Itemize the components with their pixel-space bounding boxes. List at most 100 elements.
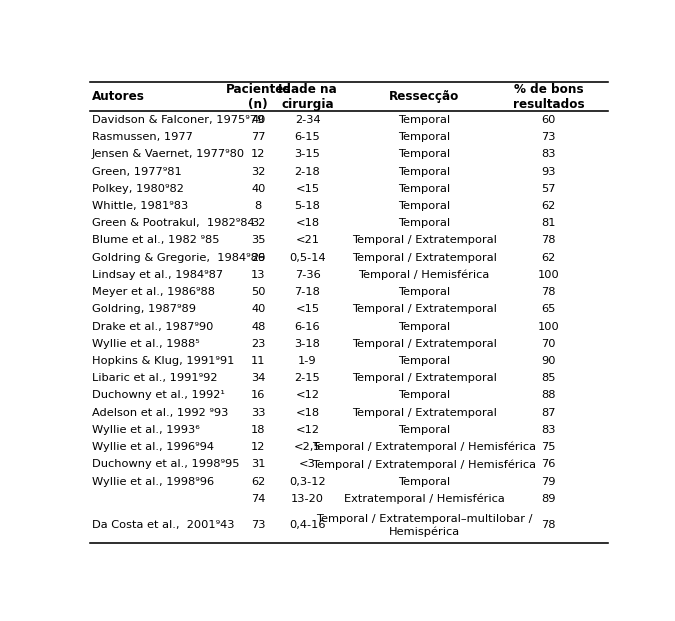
Text: 100: 100	[537, 270, 559, 280]
Text: Temporal: Temporal	[398, 132, 450, 142]
Text: Temporal: Temporal	[398, 201, 450, 211]
Text: 88: 88	[541, 391, 555, 401]
Text: Lindsay et al., 1984⁹87: Lindsay et al., 1984⁹87	[92, 270, 223, 280]
Text: 2-34: 2-34	[294, 115, 320, 125]
Text: 73: 73	[541, 132, 555, 142]
Text: 40: 40	[250, 115, 265, 125]
Text: Extratemporal / Hemisférica: Extratemporal / Hemisférica	[344, 494, 504, 504]
Text: 6-16: 6-16	[294, 322, 320, 332]
Text: 32: 32	[250, 166, 265, 176]
Text: Rasmussen, 1977: Rasmussen, 1977	[92, 132, 192, 142]
Text: 60: 60	[541, 115, 555, 125]
Text: 62: 62	[541, 201, 555, 211]
Text: Temporal: Temporal	[398, 218, 450, 229]
Text: Temporal / Extratemporal / Hemisférica: Temporal / Extratemporal / Hemisférica	[312, 459, 535, 469]
Text: Adelson et al., 1992 ⁹93: Adelson et al., 1992 ⁹93	[92, 407, 228, 417]
Text: 81: 81	[541, 218, 555, 229]
Text: Temporal / Extratemporal: Temporal / Extratemporal	[351, 235, 496, 245]
Text: 33: 33	[250, 407, 265, 417]
Text: Temporal / Extratemporal: Temporal / Extratemporal	[351, 253, 496, 263]
Text: Goldring, 1987⁹89: Goldring, 1987⁹89	[92, 304, 196, 314]
Text: 93: 93	[541, 166, 555, 176]
Text: 74: 74	[250, 494, 265, 504]
Text: Temporal / Extratemporal: Temporal / Extratemporal	[351, 373, 496, 383]
Text: Temporal / Extratemporal–multilobar /
Hemispérica: Temporal / Extratemporal–multilobar / He…	[315, 514, 532, 537]
Text: 31: 31	[250, 460, 265, 469]
Text: 0,4-16: 0,4-16	[289, 520, 325, 530]
Text: % de bons
resultados: % de bons resultados	[512, 83, 584, 111]
Text: Pacientes
(n): Pacientes (n)	[225, 83, 291, 111]
Text: Wyllie et al., 1988⁵: Wyllie et al., 1988⁵	[92, 338, 199, 349]
Text: Temporal / Extratemporal: Temporal / Extratemporal	[351, 304, 496, 314]
Text: Whittle, 1981⁹83: Whittle, 1981⁹83	[92, 201, 188, 211]
Text: 11: 11	[250, 356, 265, 366]
Text: 78: 78	[541, 520, 555, 530]
Text: 18: 18	[250, 425, 265, 435]
Text: 29: 29	[250, 253, 265, 263]
Text: <12: <12	[295, 425, 319, 435]
Text: 5-18: 5-18	[294, 201, 320, 211]
Text: 73: 73	[250, 520, 265, 530]
Text: 62: 62	[251, 476, 265, 486]
Text: 78: 78	[541, 287, 555, 297]
Text: <12: <12	[295, 391, 319, 401]
Text: 6-15: 6-15	[294, 132, 320, 142]
Text: Temporal: Temporal	[398, 115, 450, 125]
Text: 40: 40	[250, 304, 265, 314]
Text: 12: 12	[250, 150, 265, 160]
Text: Jensen & Vaernet, 1977⁹80: Jensen & Vaernet, 1977⁹80	[92, 150, 244, 160]
Text: 76: 76	[541, 460, 555, 469]
Text: 40: 40	[250, 184, 265, 194]
Text: 83: 83	[541, 150, 555, 160]
Text: 48: 48	[250, 322, 265, 332]
Text: 12: 12	[250, 442, 265, 452]
Text: 2-18: 2-18	[294, 166, 320, 176]
Text: 89: 89	[541, 494, 555, 504]
Text: <18: <18	[295, 407, 319, 417]
Text: 57: 57	[541, 184, 555, 194]
Text: Polkey, 1980⁹82: Polkey, 1980⁹82	[92, 184, 184, 194]
Text: 32: 32	[250, 218, 265, 229]
Text: Temporal / Extratemporal: Temporal / Extratemporal	[351, 407, 496, 417]
Text: 34: 34	[250, 373, 265, 383]
Text: <2,5: <2,5	[294, 442, 321, 452]
Text: Davidson & Falconer, 1975⁹79: Davidson & Falconer, 1975⁹79	[92, 115, 264, 125]
Text: 7-18: 7-18	[294, 287, 320, 297]
Text: 77: 77	[250, 132, 265, 142]
Text: Temporal: Temporal	[398, 476, 450, 486]
Text: 3-18: 3-18	[294, 338, 320, 349]
Text: Temporal: Temporal	[398, 166, 450, 176]
Text: Green & Pootrakul,  1982⁹84: Green & Pootrakul, 1982⁹84	[92, 218, 254, 229]
Text: Wyllie et al., 1993⁶: Wyllie et al., 1993⁶	[92, 425, 199, 435]
Text: Autores: Autores	[92, 90, 144, 103]
Text: Drake et al., 1987⁹90: Drake et al., 1987⁹90	[92, 322, 213, 332]
Text: Temporal / Extratemporal: Temporal / Extratemporal	[351, 338, 496, 349]
Text: Duchowny et al., 1998⁹95: Duchowny et al., 1998⁹95	[92, 460, 239, 469]
Text: 83: 83	[541, 425, 555, 435]
Text: Temporal / Extratemporal / Hemisférica: Temporal / Extratemporal / Hemisférica	[312, 442, 535, 452]
Text: Wyllie et al., 1998⁹96: Wyllie et al., 1998⁹96	[92, 476, 214, 486]
Text: 100: 100	[537, 322, 559, 332]
Text: 16: 16	[250, 391, 265, 401]
Text: Duchowny et al., 1992¹: Duchowny et al., 1992¹	[92, 391, 224, 401]
Text: <18: <18	[295, 218, 319, 229]
Text: Temporal: Temporal	[398, 287, 450, 297]
Text: 23: 23	[250, 338, 265, 349]
Text: Green, 1977⁹81: Green, 1977⁹81	[92, 166, 182, 176]
Text: Temporal / Hemisférica: Temporal / Hemisférica	[358, 270, 489, 280]
Text: 7-36: 7-36	[294, 270, 320, 280]
Text: 65: 65	[541, 304, 555, 314]
Text: 2-15: 2-15	[294, 373, 320, 383]
Text: 78: 78	[541, 235, 555, 245]
Text: 13: 13	[250, 270, 265, 280]
Text: Da Costa et al.,  2001⁹43: Da Costa et al., 2001⁹43	[92, 520, 234, 530]
Text: 50: 50	[250, 287, 265, 297]
Text: 35: 35	[250, 235, 265, 245]
Text: 70: 70	[541, 338, 555, 349]
Text: 75: 75	[541, 442, 555, 452]
Text: Wyllie et al., 1996⁹94: Wyllie et al., 1996⁹94	[92, 442, 213, 452]
Text: Temporal: Temporal	[398, 425, 450, 435]
Text: 1-9: 1-9	[298, 356, 317, 366]
Text: 87: 87	[541, 407, 555, 417]
Text: Temporal: Temporal	[398, 322, 450, 332]
